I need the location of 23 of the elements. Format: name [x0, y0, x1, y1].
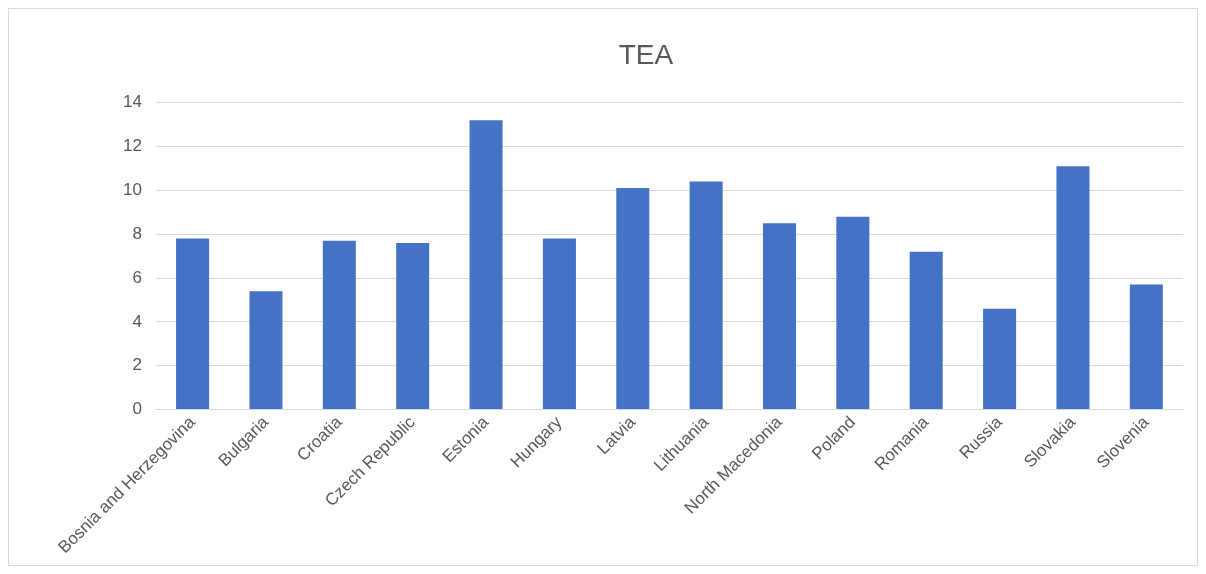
bar	[983, 308, 1017, 410]
y-tick-label: 8	[132, 223, 142, 243]
bar	[1129, 284, 1163, 410]
bar	[616, 188, 650, 410]
y-tick-label: 6	[132, 267, 142, 287]
y-tick-label: 14	[122, 92, 142, 112]
bar	[689, 181, 723, 410]
bar	[1056, 166, 1090, 410]
bar	[542, 238, 576, 410]
y-tick-label: 0	[132, 399, 142, 419]
y-tick-label: 2	[132, 355, 142, 375]
y-tick-label: 10	[122, 180, 142, 199]
chart-title: TEA	[618, 38, 674, 70]
bar	[762, 223, 797, 410]
bar	[469, 120, 503, 410]
bar	[176, 238, 210, 410]
bar	[396, 242, 430, 410]
bar	[249, 291, 283, 410]
bar	[836, 216, 870, 410]
y-tick-label: 12	[122, 136, 142, 156]
bar	[909, 251, 943, 410]
bar	[322, 240, 356, 410]
y-tick-label: 4	[132, 311, 142, 331]
